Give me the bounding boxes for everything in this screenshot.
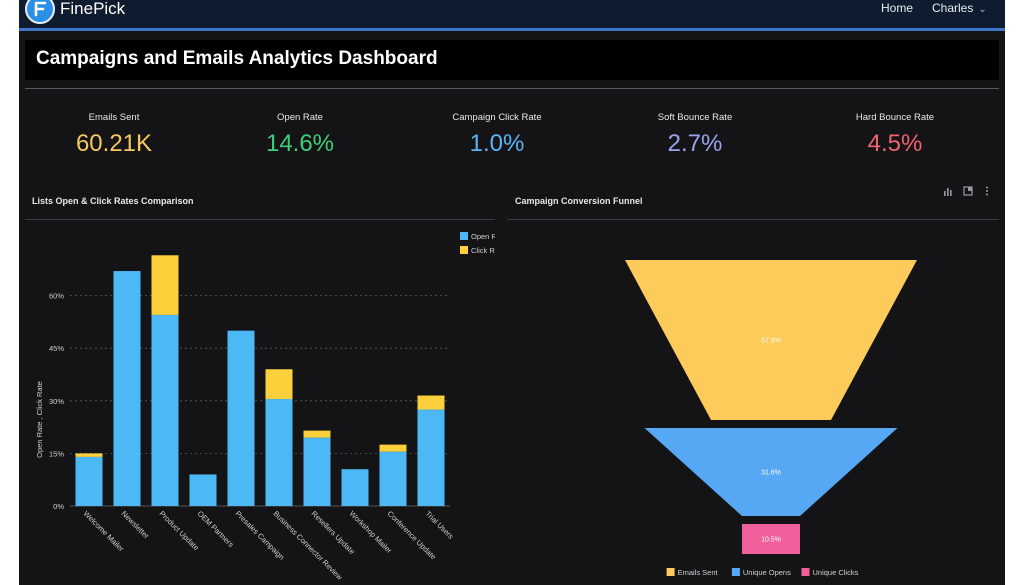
page-title-bar: Campaigns and Emails Analytics Dashboard [25, 40, 999, 80]
bar-click-rate [417, 395, 445, 410]
bar-open-rate [303, 437, 331, 506]
kpi-label: Campaign Click Rate [452, 112, 542, 123]
legend-swatch [666, 568, 675, 576]
bar-chart-icon[interactable] [942, 186, 954, 198]
x-tick-label: Welcome Mailer [82, 509, 127, 554]
user-menu[interactable]: Charles ⌄ [932, 1, 987, 15]
kpi-label: Emails Sent [88, 112, 140, 123]
chevron-down-icon: ⌄ [978, 4, 987, 15]
y-axis-label: Open Rate , Click Rate [35, 381, 44, 458]
legend-swatch [460, 232, 468, 240]
funnel-stage [742, 524, 800, 554]
x-tick-label: Trial Users [424, 509, 456, 541]
page-title: Campaigns and Emails Analytics Dashboard [36, 48, 438, 69]
nav-home-link[interactable]: Home [881, 1, 914, 15]
divider [25, 219, 495, 220]
bar-chart: 0% 15% 30% 45% 60% Open Rate , Click Rate Welc… [35, 232, 495, 582]
x-tick-label: OEM Partners [196, 509, 236, 549]
legend-swatch [801, 568, 810, 576]
kpi-value: 1.0% [469, 130, 525, 157]
finepick-logo-icon[interactable] [25, 0, 55, 24]
funnel-stage [644, 428, 898, 516]
y-tick-label: 30% [49, 397, 64, 406]
kpi-soft-bounce-rate: Soft Bounce Rate 2.7% [600, 112, 790, 158]
x-tick-label: Business Connector Review [272, 509, 345, 582]
kpi-value: 14.6% [265, 130, 335, 157]
bar-open-rate [341, 469, 369, 506]
funnel-data-label: 31.6% [761, 470, 781, 477]
funnel-chart: 57.9% 31.6% 10.5% Emails Sent Unique Opens Un… [625, 260, 917, 577]
bar-open-rate [151, 314, 179, 506]
kpi-label: Open Rate [277, 112, 323, 123]
legend-label: Emails Sent [678, 568, 719, 577]
kpi-label: Soft Bounce Rate [657, 112, 733, 123]
legend-label: Unique Clicks [813, 568, 859, 577]
top-navbar: FinePick Home Charles ⌄ [19, 0, 1005, 31]
x-tick-label: Newsletter [120, 509, 152, 541]
kpi-hard-bounce-rate: Hard Bounce Rate 4.5% [800, 112, 990, 158]
legend-label: Unique Opens [743, 568, 791, 577]
y-tick-label: 45% [49, 344, 64, 353]
bar-click-rate [303, 430, 331, 438]
funnel-stage [625, 260, 917, 420]
x-tick-label: Product Update [158, 509, 201, 552]
bar-panel-title: Lists Open & Click Rates Comparison [32, 196, 194, 206]
kpi-campaign-click-rate: Campaign Click Rate 1.0% [402, 112, 592, 158]
expand-icon[interactable] [962, 186, 974, 198]
divider [25, 88, 999, 89]
kpi-open-rate: Open Rate 14.6% [205, 112, 395, 158]
y-tick-label: 0% [53, 502, 64, 511]
bar-open-rate [379, 451, 407, 506]
brand-name: FinePick [60, 0, 126, 18]
funnel-data-label: 57.9% [761, 338, 781, 345]
funnel-data-label: 10.5% [761, 537, 781, 544]
kpi-value: 60.21K [75, 130, 153, 157]
legend-swatch [460, 246, 468, 254]
y-tick-label: 15% [49, 449, 64, 458]
bar-open-rate [227, 330, 255, 506]
user-name: Charles [932, 1, 974, 15]
legend-swatch [731, 568, 740, 576]
dashboard-frame: FinePick Home Charles ⌄ Campaigns and Ema… [19, 0, 1005, 585]
y-tick-label: 60% [49, 292, 64, 301]
kpi-value: 4.5% [867, 130, 923, 157]
bar-click-rate [75, 453, 103, 457]
bar-open-rate [417, 409, 445, 506]
bar-open-rate [113, 271, 141, 506]
kpi-emails-sent: Emails Sent 60.21K [19, 112, 209, 158]
bar-open-rate [75, 456, 103, 506]
legend-label: Click Rate [471, 246, 495, 255]
bar-open-rate [189, 474, 217, 506]
kpi-value: 2.7% [667, 130, 723, 157]
bar-click-rate [265, 369, 293, 400]
funnel-panel-title: Campaign Conversion Funnel [515, 196, 643, 206]
more-options-icon[interactable] [981, 186, 993, 198]
bar-click-rate [151, 255, 179, 315]
legend-label: Open Rate [471, 232, 495, 241]
bar-click-rate [379, 444, 407, 452]
bar-open-rate [265, 399, 293, 506]
divider [507, 219, 999, 220]
kpi-label: Hard Bounce Rate [855, 112, 935, 123]
